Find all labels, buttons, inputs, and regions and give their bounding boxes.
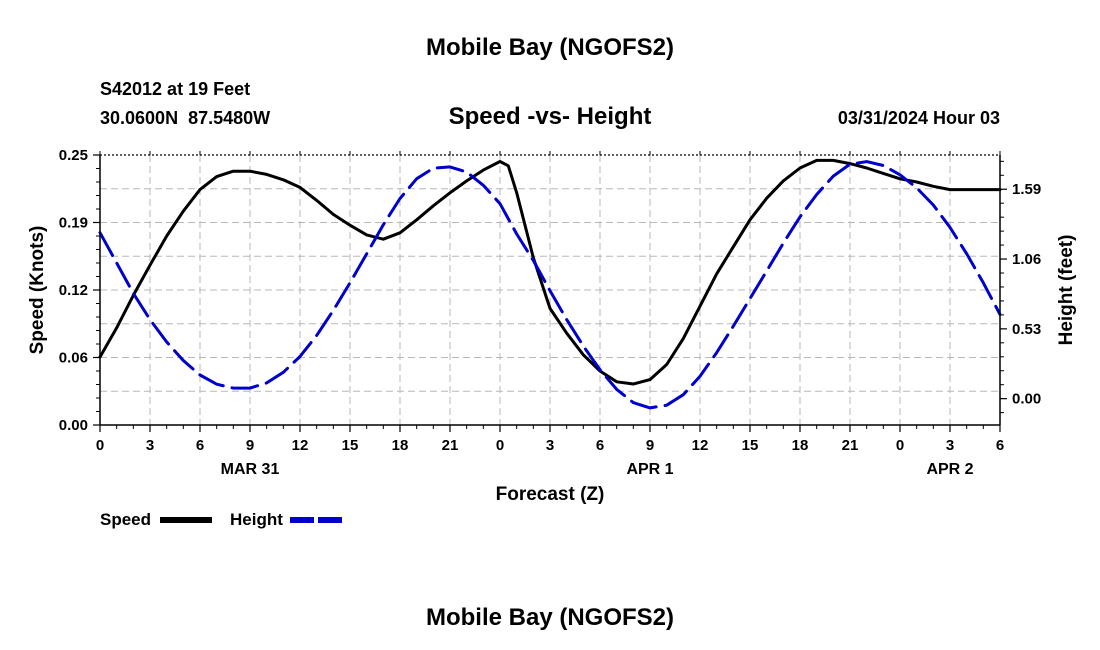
- x-tick-label: 6: [196, 437, 204, 454]
- x-tick-label: 9: [646, 437, 654, 454]
- series-lines: [98, 158, 1002, 410]
- x-tick-label: 6: [996, 437, 1004, 454]
- legend-label-speed: Speed: [100, 510, 151, 529]
- x-tick-label: 18: [792, 437, 809, 454]
- x-tick-label: 0: [496, 437, 504, 454]
- x-tick-label: 12: [292, 437, 309, 454]
- x-tick-label: 12: [692, 437, 709, 454]
- footer-title: Mobile Bay (NGOFS2): [426, 604, 674, 631]
- x-tick-label: 3: [546, 437, 554, 454]
- timestamp-label: 03/31/2024 Hour 03: [838, 108, 1000, 128]
- y-right-tick-label: 1.06: [1012, 251, 1041, 268]
- y-left-tick-label: 0.19: [59, 215, 88, 232]
- date-label: APR 1: [626, 461, 673, 478]
- right-axis-label: Height (feet): [1056, 235, 1077, 346]
- chart-subtitle: Speed -vs- Height: [449, 103, 652, 130]
- x-tick-label: 3: [146, 437, 154, 454]
- legend: Speed Height: [100, 510, 342, 529]
- x-axis-label: Forecast (Z): [496, 484, 605, 505]
- y-left-tick-label: 0.25: [59, 147, 88, 164]
- y-right-tick-label: 1.59: [1012, 181, 1041, 198]
- y-right-tick-label: 0.00: [1012, 391, 1041, 408]
- date-label: APR 2: [926, 461, 973, 478]
- station-label: S42012 at 19 Feet: [100, 79, 250, 99]
- x-tick-label: 9: [246, 437, 254, 454]
- x-tick-label: 6: [596, 437, 604, 454]
- x-tick-label: 0: [896, 437, 904, 454]
- date-label: MAR 31: [221, 461, 280, 478]
- x-tick-label: 0: [96, 437, 104, 454]
- series-line-height: [98, 160, 1002, 410]
- x-tick-label: 18: [392, 437, 409, 454]
- series-line-speed: [98, 158, 1002, 386]
- y-left-tick-label: 0.06: [59, 350, 88, 367]
- x-tick-label: 15: [742, 437, 759, 454]
- legend-label-height: Height: [230, 510, 283, 529]
- x-tick-label: 15: [342, 437, 359, 454]
- y-left-tick-label: 0.12: [59, 282, 88, 299]
- x-tick-label: 3: [946, 437, 954, 454]
- left-axis-label: Speed (Knots): [27, 226, 48, 355]
- chart-title: Mobile Bay (NGOFS2): [426, 34, 674, 61]
- coordinates-label: 30.0600N 87.5480W: [100, 108, 270, 128]
- y-left-tick-label: 0.00: [59, 417, 88, 434]
- x-tick-label: 21: [842, 437, 859, 454]
- y-right-tick-label: 0.53: [1012, 321, 1041, 338]
- x-tick-label: 21: [442, 437, 459, 454]
- axes: 0 3 6 9 12 15 18 21 0 3 6 9 12 15 18 21 0 3 6 MAR 31 APR 1 AP…: [59, 147, 1041, 478]
